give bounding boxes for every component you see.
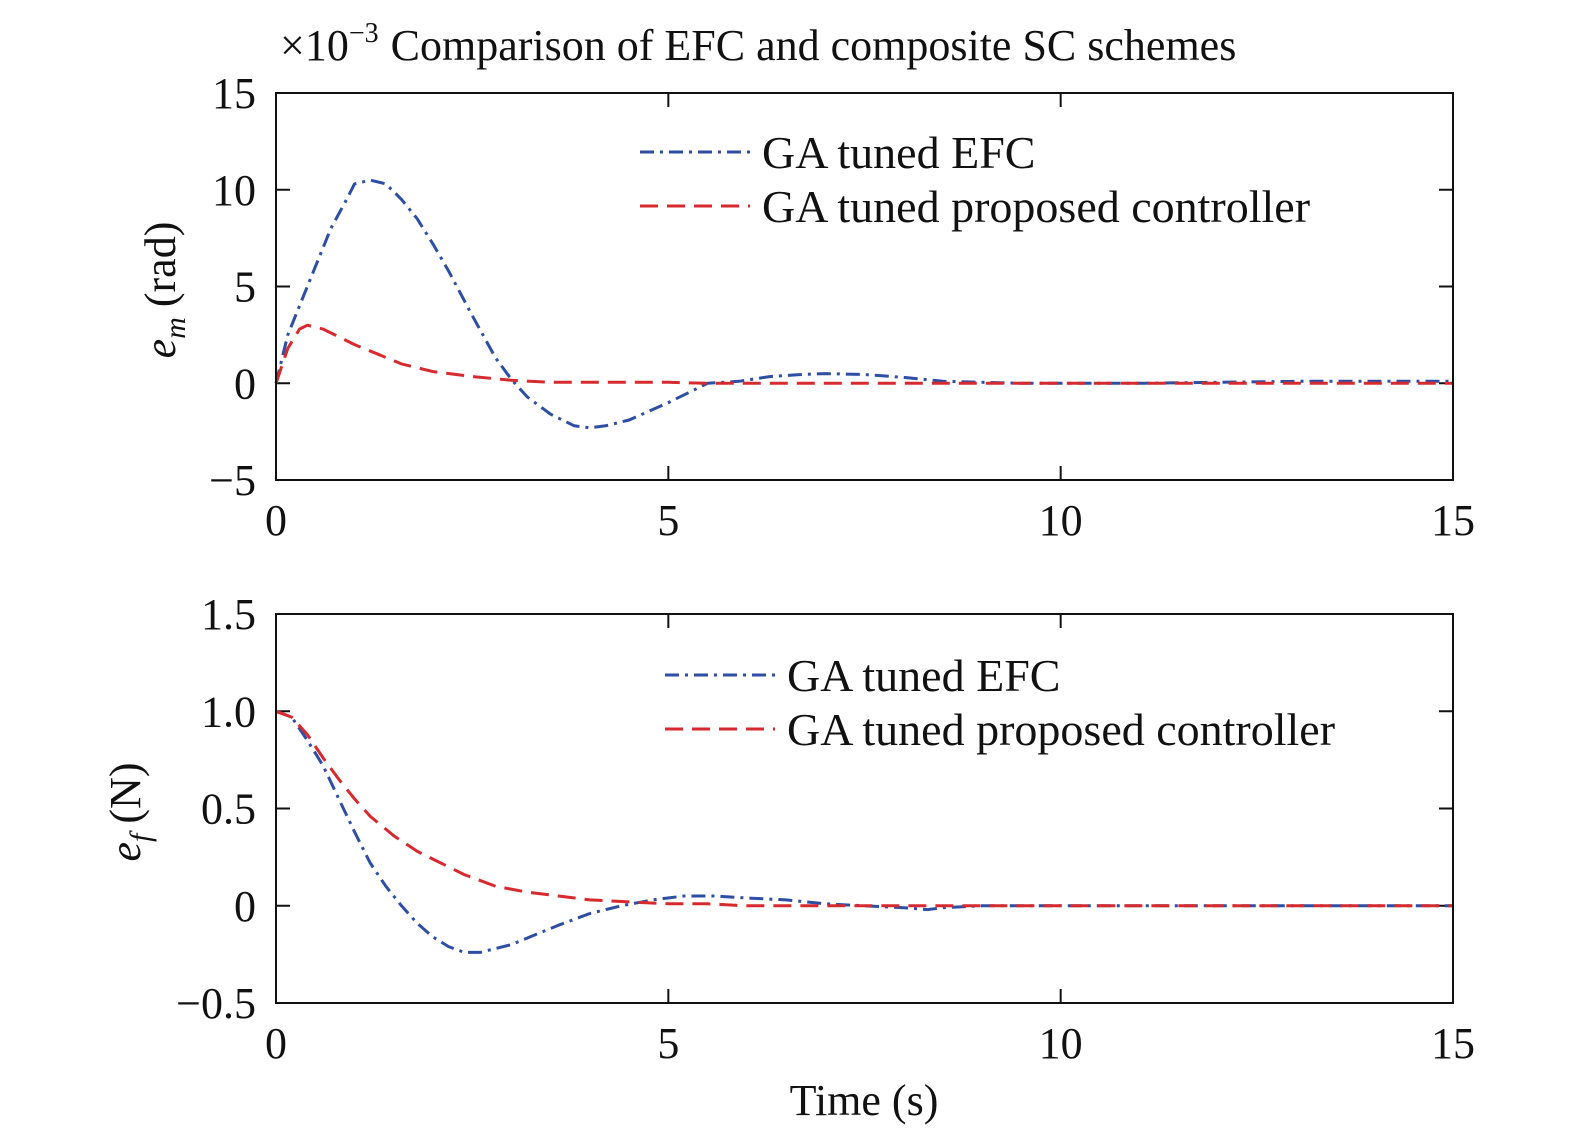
y-tick-label: 0.5 xyxy=(201,785,256,834)
x-tick-label: 0 xyxy=(265,496,287,545)
y-tick-label: 0 xyxy=(234,882,256,931)
top-y-axis-symbol: e xyxy=(136,339,185,359)
y-tick-label: −0.5 xyxy=(176,979,256,1028)
y-tick-label: 10 xyxy=(212,166,256,215)
top-y-axis-subscript: m xyxy=(159,317,192,339)
bottom-y-axis-unit: (N) xyxy=(101,763,150,824)
y-tick-label: 15 xyxy=(212,69,256,118)
top-panel-series xyxy=(274,178,1453,430)
bottom-y-axis-subscript: f xyxy=(124,830,157,842)
top-y-axis-label: em (rad) xyxy=(136,222,192,359)
title-text: Comparison of EFC and composite SC schem… xyxy=(391,21,1237,70)
bottom-panel-ticks: 0 5 10 15−0.500.51.01.5 xyxy=(176,590,1475,1068)
bottom-panel-series xyxy=(275,709,1453,954)
y-tick-label: 5 xyxy=(234,263,256,312)
x-axis-label: Time (s) xyxy=(790,1076,939,1125)
legend-label: GA tuned proposed controller xyxy=(762,181,1310,232)
series-line-efc xyxy=(275,709,1453,954)
x-tick-label: 5 xyxy=(657,496,679,545)
bottom-y-axis-symbol: e xyxy=(101,842,150,862)
chart-title: ×10−3 Comparison of EFC and composite SC … xyxy=(280,18,1236,70)
x-tick-label: 0 xyxy=(265,1019,287,1068)
bottom-plot-frame xyxy=(275,613,1454,1004)
legend-label: GA tuned proposed controller xyxy=(787,704,1335,755)
series-line-proposed xyxy=(275,709,1453,908)
y-tick-label: −5 xyxy=(209,456,256,505)
x-tick-label: 10 xyxy=(1039,496,1083,545)
y-tick-label: 0 xyxy=(234,359,256,408)
x-tick-label: 15 xyxy=(1431,496,1475,545)
y-tick-label: 1.5 xyxy=(201,590,256,639)
legend-label: GA tuned EFC xyxy=(787,650,1060,701)
x-tick-label: 10 xyxy=(1039,1019,1083,1068)
scale-note-exponent: −3 xyxy=(349,18,379,49)
top-plot-frame xyxy=(275,92,1454,481)
top-y-axis-unit: (rad) xyxy=(136,222,185,308)
legend-label: GA tuned EFC xyxy=(762,127,1035,178)
y-tick-label: 1.0 xyxy=(201,687,256,736)
x-tick-label: 5 xyxy=(657,1019,679,1068)
x-tick-label: 15 xyxy=(1431,1019,1475,1068)
bottom-y-axis-label: ef (N) xyxy=(101,763,157,862)
series-line-proposed xyxy=(274,323,1453,385)
scale-note-base: ×10 xyxy=(280,21,349,70)
